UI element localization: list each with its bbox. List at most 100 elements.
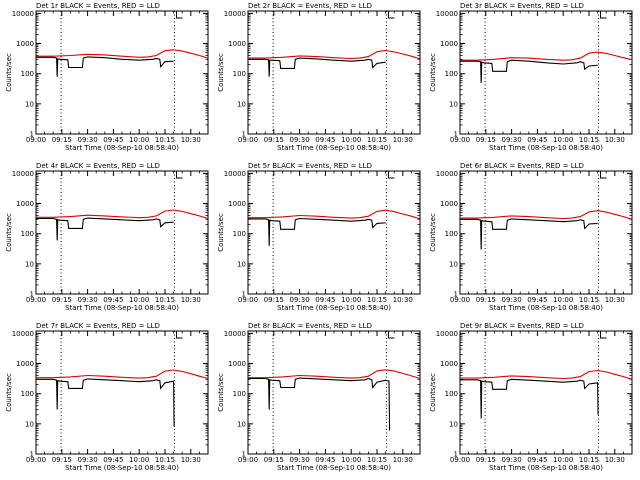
panel-7-y-axis-label: Counts/sec [5,373,13,412]
panel-2-series-lld-line [248,49,421,60]
panel-5-marker-bracket [387,171,395,179]
panel-6-ytick-label: 1 [454,291,458,299]
panel-5-xtick-label: 10:15 [367,296,387,304]
panel-2-xtick-label: 09:45 [315,136,335,144]
panel-9-xtick-label: 10:00 [553,456,573,464]
panel-6-xtick-label: 09:45 [527,296,547,304]
panel-2-xtick-label: 10:00 [341,136,361,144]
panel-2-title: Det 2r BLACK = Events, RED = LLD [248,2,372,10]
panel-5-xtick-label: 10:00 [341,296,361,304]
panel-3-xtick-label: 09:15 [476,136,496,144]
panel-1-ytick-label: 1 [30,131,34,139]
panel-8-ytick-label: 10 [237,420,246,428]
panel-8-marker-bracket [387,331,395,339]
panel-3-marker-bracket [599,11,607,19]
panel-2-marker-bracket [387,11,395,19]
panel-1-ytick-label: 100 [21,70,34,78]
panel-7-xtick-label: 09:45 [103,456,123,464]
panel-6-title: Det 6r BLACK = Events, RED = LLD [460,162,584,170]
panel-7-marker-bracket [175,331,183,339]
panel-7-ytick-label: 1000 [16,360,34,368]
panel-5-ytick-label: 10000 [224,170,246,178]
panel-8-xtick-label: 10:30 [393,456,413,464]
panel-7-title: Det 7r BLACK = Events, RED = LLD [36,322,160,330]
panel-8-xtick-label: 09:00 [238,456,258,464]
panel-2-ytick-label: 10 [237,100,246,108]
panel-5-ytick-label: 10 [237,260,246,268]
panel-1-x-axis-label: Start Time (08-Sep-10 08:58:40) [65,144,179,152]
panel-1-xtick-label: 10:30 [181,136,201,144]
panel-4-marker-bracket [175,171,183,179]
panel-8-xtick-label: 09:30 [290,456,310,464]
panel-1-xtick-label: 09:00 [26,136,46,144]
panel-9-y-axis-label: Counts/sec [429,373,437,412]
panel-5-xtick-label: 09:00 [238,296,258,304]
panel-1-title: Det 1r BLACK = Events, RED = LLD [36,2,160,10]
panel-9-ytick-label: 10000 [436,330,458,338]
panel-4-ytick-label: 100 [21,230,34,238]
panel-5-title: Det 5r BLACK = Events, RED = LLD [248,162,372,170]
panel-6-xtick-label: 09:00 [450,296,470,304]
panel-3-title: Det 3r BLACK = Events, RED = LLD [460,2,584,10]
panel-5-ytick-label: 1 [242,291,246,299]
panel-6-series-events-line [460,218,598,250]
panel-4-xtick-label: 10:00 [129,296,149,304]
panel-4-xtick-label: 10:30 [181,296,201,304]
panel-9-xtick-label: 09:00 [450,456,470,464]
panel-6-xtick-label: 10:30 [605,296,625,304]
panel-1-xtick-label: 10:00 [129,136,149,144]
panel-3-xtick-label: 10:15 [579,136,599,144]
panel-5-ytick-label: 100 [233,230,246,238]
panel-2-x-axis-label: Start Time (08-Sep-10 08:58:40) [277,144,391,152]
panel-4-series-events-line [36,217,174,241]
panel-1-xtick-label: 09:30 [78,136,98,144]
panel-6-ytick-label: 10 [449,260,458,268]
panel-9-ytick-label: 1 [454,451,458,459]
panel-4-series-lld-line [36,209,209,220]
panel-9-xtick-label: 10:15 [579,456,599,464]
panel-3-series-events-line [460,59,598,83]
panel-2-ytick-label: 1 [242,131,246,139]
panel-1-series-lld-line [36,49,209,59]
panel-9-x-axis-label: Start Time (08-Sep-10 08:58:40) [489,464,603,472]
panel-6-xtick-label: 09:30 [502,296,522,304]
panel-6-x-axis-label: Start Time (08-Sep-10 08:58:40) [489,304,603,312]
panel-3-ytick-label: 100 [445,70,458,78]
panel-6-ytick-label: 100 [445,230,458,238]
panel-2-xtick-label: 09:00 [238,136,258,144]
panel-6-y-axis-label: Counts/sec [429,213,437,252]
panel-5-y-axis-label: Counts/sec [217,213,225,252]
panel-2-xtick-label: 09:15 [264,136,284,144]
panel-3-xtick-label: 10:00 [553,136,573,144]
panel-4-xtick-label: 09:45 [103,296,123,304]
panel-8-ytick-label: 1000 [228,360,246,368]
panel-2-ytick-label: 10000 [224,10,246,18]
panel-9-xtick-label: 10:30 [605,456,625,464]
panel-1-ytick-label: 10 [25,100,34,108]
panel-1-series-events-line [36,56,174,77]
panel-3-ytick-label: 1000 [440,40,458,48]
panel-7-xtick-label: 10:15 [155,456,175,464]
panel-4-ytick-label: 10 [25,260,34,268]
panel-1-xtick-label: 09:45 [103,136,123,144]
panel-3-series-lld-line [460,51,633,61]
panel-4-title: Det 4r BLACK = Events, RED = LLD [36,162,160,170]
panel-2-ytick-label: 1000 [228,40,246,48]
panel-8-title: Det 8r BLACK = Events, RED = LLD [248,322,372,330]
panel-9-ytick-label: 100 [445,390,458,398]
panel-6-xtick-label: 10:00 [553,296,573,304]
panel-8-xtick-label: 10:15 [367,456,387,464]
panel-7-xtick-label: 09:30 [78,456,98,464]
panel-4-ytick-label: 10000 [12,170,34,178]
panel-3-ytick-label: 1 [454,131,458,139]
panel-5-series-events-line [248,217,386,246]
panel-4-y-axis-label: Counts/sec [5,213,13,252]
panel-1-ytick-label: 1000 [16,40,34,48]
panel-5-xtick-label: 09:30 [290,296,310,304]
panel-4-xtick-label: 09:00 [26,296,46,304]
panel-7-series-lld-line [36,369,209,380]
panel-1-xtick-label: 10:15 [155,136,175,144]
panel-3-y-axis-label: Counts/sec [429,53,437,92]
panel-3-x-axis-label: Start Time (08-Sep-10 08:58:40) [489,144,603,152]
panel-4-xtick-label: 10:15 [155,296,175,304]
